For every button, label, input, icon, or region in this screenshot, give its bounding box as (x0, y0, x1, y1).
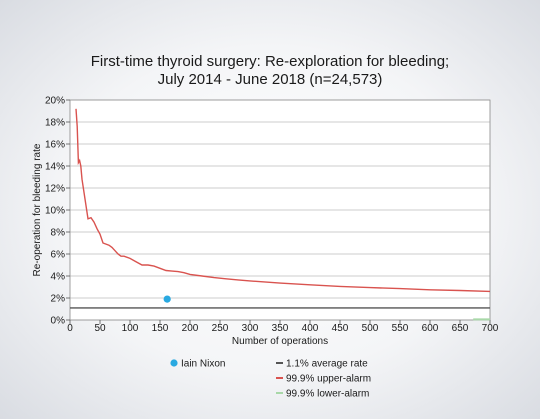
x-tick-label: 250 (212, 323, 229, 334)
y-tick-label: 14% (45, 162, 65, 173)
x-tick-label: 50 (94, 323, 106, 334)
data-point-iain-nixon[interactable] (163, 295, 171, 303)
y-tick-label: 2% (51, 294, 66, 305)
legend-label: Iain Nixon (181, 359, 225, 370)
x-tick-label: 500 (362, 323, 379, 334)
x-tick-label: 600 (422, 323, 439, 334)
y-tick-label: 10% (45, 206, 65, 217)
legend: Iain Nixon 1.1% average rate 99.9% upper-a… (170, 359, 371, 400)
series-line-99-9-upper-alarm (75, 108, 491, 293)
x-tick-label: 350 (272, 323, 289, 334)
x-tick-label: 100 (122, 323, 139, 334)
y-tick-label: 12% (45, 184, 65, 195)
chart-title-line-2: July 2014 - June 2018 (n=24,573) (158, 71, 383, 88)
x-tick-label: 700 (482, 323, 499, 334)
y-tick-label: 6% (51, 250, 66, 261)
series-group (70, 108, 491, 321)
x-tick-label: 450 (332, 323, 349, 334)
y-gridlines (70, 99, 490, 321)
legend-label: 1.1% average rate (286, 359, 368, 370)
x-tick-label: 0 (67, 323, 73, 334)
x-tick-labels: 0 50 100 150 200 250 300 350 400 450 500 550 600 650 7… (67, 320, 499, 334)
y-tick-label: 4% (51, 272, 66, 283)
x-tick-label: 150 (152, 323, 169, 334)
legend-marker-point (170, 359, 178, 367)
x-axis-label: Number of operations (232, 336, 328, 347)
legend-label: 99.9% lower-alarm (286, 389, 369, 400)
y-tick-label: 8% (51, 228, 66, 239)
x-tick-label: 200 (182, 323, 199, 334)
x-tick-label: 400 (302, 323, 319, 334)
y-tick-label: 0% (51, 316, 66, 327)
legend-label: 99.9% upper-alarm (286, 374, 371, 385)
y-tick-label: 20% (45, 96, 65, 107)
chart-title-line-1: First-time thyroid surgery: Re-explorati… (91, 53, 449, 70)
y-tick-label: 18% (45, 118, 65, 129)
x-tick-label: 650 (452, 323, 469, 334)
y-axis-label: Re-operation for bleeding rate (32, 143, 43, 276)
y-tick-labels: 0% 2% 4% 6% 8% 10% 12% 14% 16% 18% 20% (45, 96, 70, 327)
x-tick-label: 300 (242, 323, 259, 334)
y-tick-label: 16% (45, 140, 65, 151)
x-tick-label: 550 (392, 323, 409, 334)
